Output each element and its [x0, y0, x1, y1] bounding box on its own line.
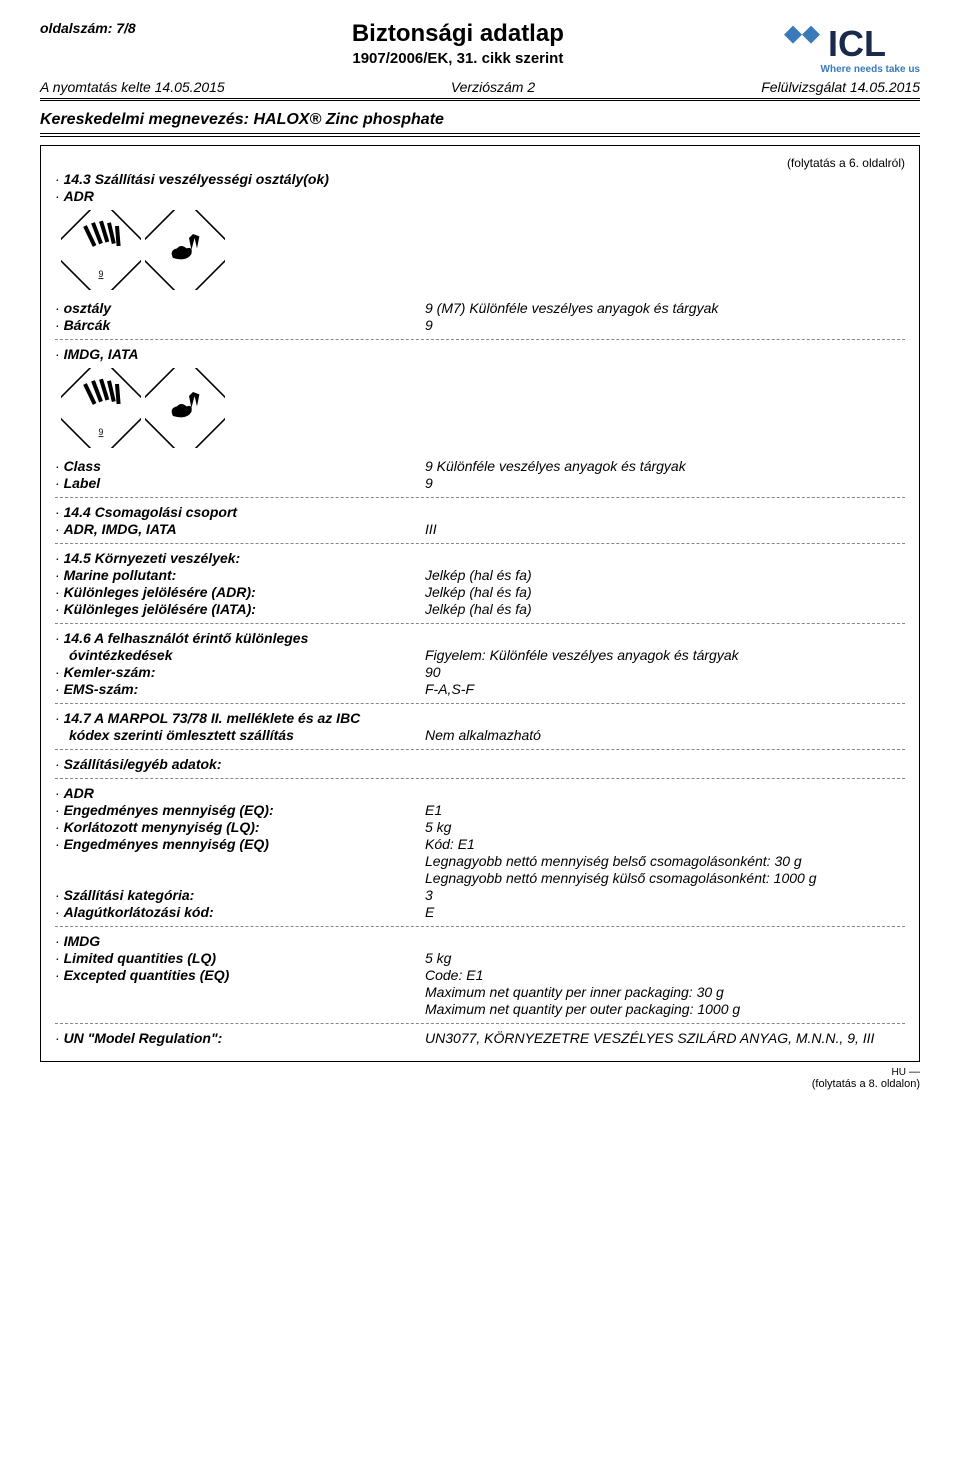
logo-tagline: Where needs take us [780, 64, 920, 75]
un-model-label: UN "Model Regulation": [55, 1030, 425, 1046]
adr-marking-value: Jelkép (hal és fa) [425, 584, 905, 600]
eq1-label: Engedményes mennyiség (EQ): [55, 802, 425, 818]
marine-pollutant-value: Jelkép (hal és fa) [425, 567, 905, 583]
adr2-heading: ADR [55, 785, 425, 801]
svg-text:9: 9 [99, 427, 104, 437]
eq1-value: E1 [425, 802, 905, 818]
trade-name: Kereskedelmi megnevezés: HALOX® Zinc pho… [40, 111, 920, 129]
tunnel-code-value: E [425, 904, 905, 920]
s14-7-heading-1: 14.7 A MARPOL 73/78 II. melléklete és az… [55, 710, 425, 726]
imdg-lq-label: Limited quantities (LQ) [55, 950, 425, 966]
version: Verziószám 2 [451, 79, 535, 95]
lq-label: Korlátozott menynyiség (LQ): [55, 819, 425, 835]
svg-text:ICL: ICL [828, 23, 886, 64]
other-transport-heading: Szállítási/egyéb adatok: [55, 756, 425, 772]
lq-value: 5 kg [425, 819, 905, 835]
transport-cat-label: Szállítási kategória: [55, 887, 425, 903]
ems-value: F-A,S-F [425, 681, 905, 697]
svg-text:9: 9 [99, 269, 104, 279]
imdg-lq-value: 5 kg [425, 950, 905, 966]
s14-7-heading-2: kódex szerinti ömlesztett szállítás [55, 727, 425, 743]
adr-imdg-iata-label: ADR, IMDG, IATA [55, 521, 425, 537]
env-hazard-icon [145, 210, 225, 290]
footer-note: HU — (folytatás a 8. oldalon) [40, 1066, 920, 1090]
label-label: Label [55, 475, 425, 491]
imdg-eq-value-2: Maximum net quantity per inner packaging… [425, 984, 905, 1000]
class9-icon: 9 [61, 210, 141, 290]
doc-title: Biztonsági adatlap [136, 20, 780, 48]
imdg-eq-value-3: Maximum net quantity per outer packaging… [425, 1001, 905, 1017]
revision-date: Felülvizsgálat 14.05.2015 [761, 79, 920, 95]
env-hazard-icon [145, 368, 225, 448]
s14-4-heading: 14.4 Csomagolási csoport [55, 504, 425, 520]
adr-marking-label: Különleges jelölésére (ADR): [55, 584, 425, 600]
doc-subtitle: 1907/2006/EK, 31. cikk szerint [136, 50, 780, 67]
eq2-value-1: Kód: E1 [425, 836, 905, 852]
eq2-value-3: Legnagyobb nettó mennyiség külső csomago… [425, 870, 905, 886]
imdg-pictograms: 9 [61, 368, 905, 448]
class-value: 9 Különféle veszélyes anyagok és tárgyak [425, 458, 905, 474]
page-number: oldalszám: 7/8 [40, 20, 136, 36]
class-label: Class [55, 458, 425, 474]
imdg-iata-label: IMDG, IATA [55, 346, 425, 362]
continued-from: (folytatás a 6. oldalról) [55, 156, 905, 170]
adr-label: ADR [55, 188, 425, 204]
packaging-group-value: III [425, 521, 905, 537]
iata-marking-label: Különleges jelölésére (IATA): [55, 601, 425, 617]
s14-6-heading: 14.6 A felhasználót érintő különleges [55, 630, 425, 646]
transport-cat-value: 3 [425, 887, 905, 903]
iata-marking-value: Jelkép (hal és fa) [425, 601, 905, 617]
marpol-value: Nem alkalmazható [425, 727, 905, 743]
kemler-label: Kemler-szám: [55, 664, 425, 680]
precautions-value: Figyelem: Különféle veszélyes anyagok és… [425, 647, 905, 663]
class9-icon: 9 [61, 368, 141, 448]
s14-3-heading: 14.3 Szállítási veszélyességi osztály(ok… [55, 171, 425, 187]
logo: ICL Where needs take us [780, 20, 920, 75]
adr-pictograms: 9 [61, 210, 905, 290]
ems-label: EMS-szám: [55, 681, 425, 697]
imdg-eq-value-1: Code: E1 [425, 967, 905, 983]
print-date: A nyomtatás kelte 14.05.2015 [40, 79, 225, 95]
tunnel-code-label: Alagútkorlátozási kód: [55, 904, 425, 920]
osztaly-value: 9 (M7) Különféle veszélyes anyagok és tá… [425, 300, 905, 316]
barcak-value: 9 [425, 317, 905, 333]
s14-5-heading: 14.5 Környezeti veszélyek: [55, 550, 425, 566]
icl-logo-icon: ICL [780, 20, 920, 66]
marine-pollutant-label: Marine pollutant: [55, 567, 425, 583]
imdg-eq-label: Excepted quantities (EQ) [55, 967, 425, 983]
label-value: 9 [425, 475, 905, 491]
eq2-value-2: Legnagyobb nettó mennyiség belső csomago… [425, 853, 905, 869]
un-model-value: UN3077, KÖRNYEZETRE VESZÉLYES SZILÁRD AN… [425, 1030, 905, 1046]
precautions-label: óvintézkedések [55, 647, 425, 663]
barcak-label: Bárcák [55, 317, 425, 333]
kemler-value: 90 [425, 664, 905, 680]
eq2-label: Engedményes mennyiség (EQ) [55, 836, 425, 852]
imdg2-heading: IMDG [55, 933, 425, 949]
osztaly-label: osztály [55, 300, 425, 316]
section-14-box: (folytatás a 6. oldalról) 14.3 Szállítás… [40, 145, 920, 1062]
